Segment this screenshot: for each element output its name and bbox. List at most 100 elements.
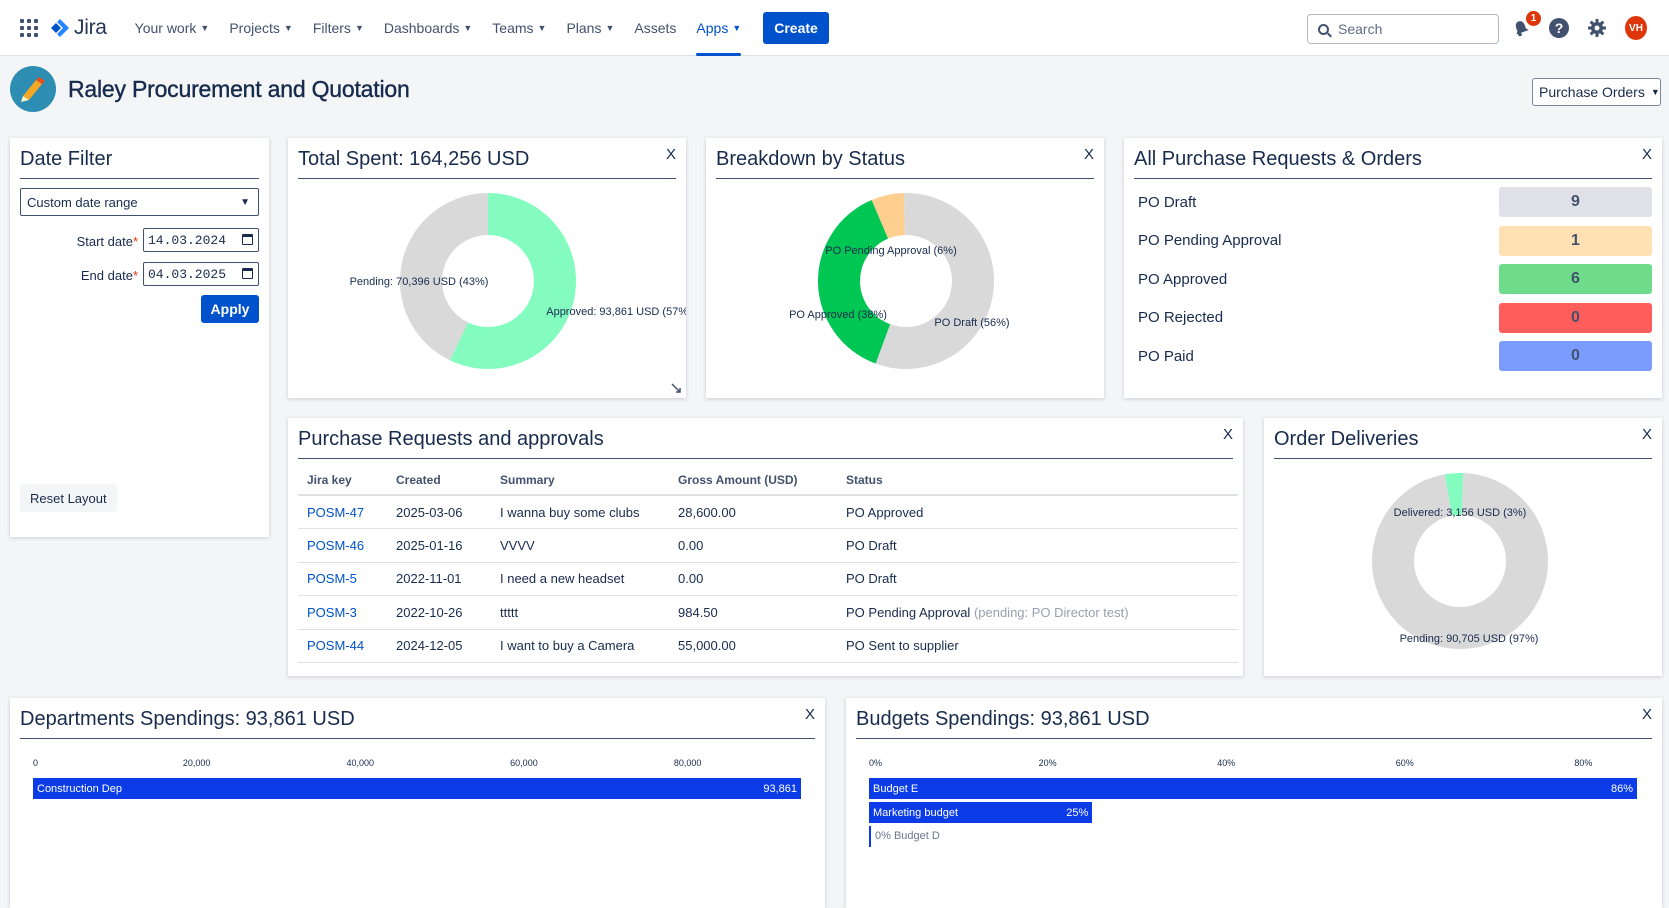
donut-slice[interactable] (818, 199, 891, 364)
bar-value-label: 25% (1066, 806, 1089, 819)
nav-item-your-work[interactable]: Your work ▼ (135, 0, 210, 56)
bar[interactable]: Construction Dep 93,861 (33, 778, 801, 799)
table-row[interactable]: POSM-46 2025-01-16 VVVV 0.00 PO Draft (298, 528, 1238, 563)
issue-link[interactable]: POSM-46 (307, 537, 365, 553)
end-date-value: 04.03.2025 (148, 266, 227, 282)
calendar-icon[interactable] (242, 268, 253, 279)
profile-button[interactable]: VH (1625, 16, 1647, 40)
divider (20, 178, 259, 179)
issue-link[interactable]: POSM-3 (307, 604, 357, 620)
chevron-down-icon: ▼ (605, 22, 615, 33)
jira-logo[interactable]: Jira (50, 16, 107, 40)
created-cell: 2022-10-26 (387, 595, 491, 630)
nav-item-plans[interactable]: Plans ▼ (566, 0, 614, 56)
divider (1274, 458, 1652, 459)
start-date-input[interactable]: 14.03.2024 (143, 228, 259, 252)
nav-item-label: Assets (634, 19, 677, 36)
notifications-button[interactable]: 1 (1510, 11, 1541, 39)
bar[interactable]: Marketing budget 25% (869, 802, 1093, 823)
slice-label: Approved: 93,861 USD (57%) (546, 306, 686, 318)
table-row[interactable]: POSM-5 2022-11-01 I need a new headset 0.00… (298, 562, 1238, 596)
bar-value-label: 86% (1610, 782, 1633, 795)
table-header-row: Jira key Created Summary Gross Amount (USD)… (298, 465, 1238, 496)
axis-tick-label: 40% (1217, 758, 1236, 768)
bar-category-label: Marketing budget (873, 806, 958, 819)
date-range-select[interactable]: Custom date range ▼ (20, 188, 259, 216)
column-header: Gross Amount (USD) (669, 465, 837, 496)
created-cell: 2025-01-16 (387, 528, 491, 563)
status-row[interactable]: PO Draft 9 (1134, 186, 1652, 218)
issue-link[interactable]: POSM-44 (307, 638, 365, 654)
bar[interactable] (869, 826, 871, 847)
status-cell: PO Draft (837, 562, 1238, 596)
status-count[interactable]: 0 (1499, 341, 1652, 371)
issue-link[interactable]: POSM-47 (307, 504, 365, 520)
reset-layout-button[interactable]: Reset Layout (20, 484, 117, 512)
divider (298, 458, 1233, 459)
status-row[interactable]: PO Approved 6 (1134, 263, 1652, 295)
summary-cell: I want to buy a Camera (491, 629, 669, 663)
order-deliveries-donut-chart: Delivered: 3,156 USD (3%) Pending: 90,705… (1372, 473, 1548, 649)
close-button[interactable]: X (1641, 426, 1652, 443)
nav-item-filters[interactable]: Filters ▼ (313, 0, 364, 56)
status-row[interactable]: PO Pending Approval 1 (1134, 225, 1652, 257)
nav-item-projects[interactable]: Projects ▼ (229, 0, 293, 56)
summary-cell: VVVV (491, 528, 669, 563)
chevron-down-icon: ▼ (283, 22, 293, 33)
donut-slice[interactable] (1372, 473, 1548, 649)
summary-cell: I wanna buy some clubs (491, 495, 669, 529)
start-date-value: 14.03.2024 (148, 232, 227, 248)
column-header: Created (387, 465, 491, 496)
nav-item-teams[interactable]: Teams ▼ (492, 0, 546, 56)
donut-slice[interactable] (871, 193, 905, 239)
nav-item-assets[interactable]: Assets (634, 0, 676, 56)
status-count[interactable]: 1 (1499, 225, 1652, 256)
status-row[interactable]: PO Paid 0 (1134, 340, 1652, 372)
issue-link[interactable]: POSM-5 (307, 571, 357, 587)
help-button[interactable]: ? (1548, 17, 1570, 39)
date-filter-card: Date Filter Custom date range ▼ Start da… (10, 138, 269, 537)
app-switcher-icon[interactable] (20, 18, 38, 37)
close-button[interactable]: X (665, 146, 676, 163)
close-button[interactable]: X (1641, 146, 1652, 163)
card-title: Breakdown by Status (716, 148, 905, 170)
budgets-bar-chart: 0% 20% 40% 60% 80% Budget E 86% Marketing budge… (869, 748, 1637, 868)
search-placeholder: Search (1338, 21, 1383, 37)
view-select[interactable]: Purchase Orders ▼ (1532, 78, 1661, 106)
donut-slice[interactable] (875, 193, 994, 369)
nav-item-dashboards[interactable]: Dashboards ▼ (384, 0, 472, 56)
apply-button[interactable]: Apply (201, 295, 259, 323)
close-button[interactable]: X (1083, 146, 1094, 163)
axis-tick-label: 20% (1038, 758, 1057, 768)
donut-slice[interactable] (1444, 473, 1464, 516)
status-text: PO Draft (846, 537, 897, 553)
calendar-icon[interactable] (242, 234, 253, 245)
donut-slice[interactable] (400, 193, 488, 361)
status-cell: PO Pending Approval (pending: PO Directo… (837, 595, 1238, 630)
bar[interactable]: Budget E 86% (869, 778, 1637, 799)
table-row[interactable]: POSM-44 2024-12-05 I want to buy a Camera 5… (298, 629, 1238, 663)
card-title: Order Deliveries (1274, 428, 1419, 450)
nav-item-apps[interactable]: Apps ▼ (696, 0, 741, 56)
close-button[interactable]: X (804, 706, 815, 723)
status-row[interactable]: PO Rejected 0 (1134, 302, 1652, 334)
amount-cell: 28,600.00 (669, 495, 837, 529)
create-button[interactable]: Create (763, 11, 829, 44)
total-spent-card: Total Spent: 164,256 USD X Approved: 93,… (288, 138, 686, 398)
status-count[interactable]: 9 (1499, 187, 1652, 217)
column-header: Status (837, 465, 1238, 496)
close-button[interactable]: X (1641, 706, 1652, 723)
table-row[interactable]: POSM-3 2022-10-26 ttttt 984.50 PO Pending Ap… (298, 595, 1238, 630)
search-input[interactable]: Search (1307, 14, 1499, 44)
donut-slice[interactable] (449, 193, 576, 369)
axis-tick-label: 20,000 (182, 758, 211, 768)
status-cell: PO Sent to supplier (837, 629, 1238, 663)
status-count[interactable]: 0 (1499, 302, 1652, 333)
status-count[interactable]: 6 (1499, 264, 1652, 294)
settings-button[interactable] (1586, 17, 1608, 39)
table-row[interactable]: POSM-47 2025-03-06 I wanna buy some clubs 2… (298, 495, 1238, 529)
nav-item-label: Your work (134, 19, 197, 36)
resize-handle-icon[interactable] (670, 382, 682, 394)
end-date-input[interactable]: 04.03.2025 (143, 262, 259, 286)
close-button[interactable]: X (1222, 426, 1233, 443)
